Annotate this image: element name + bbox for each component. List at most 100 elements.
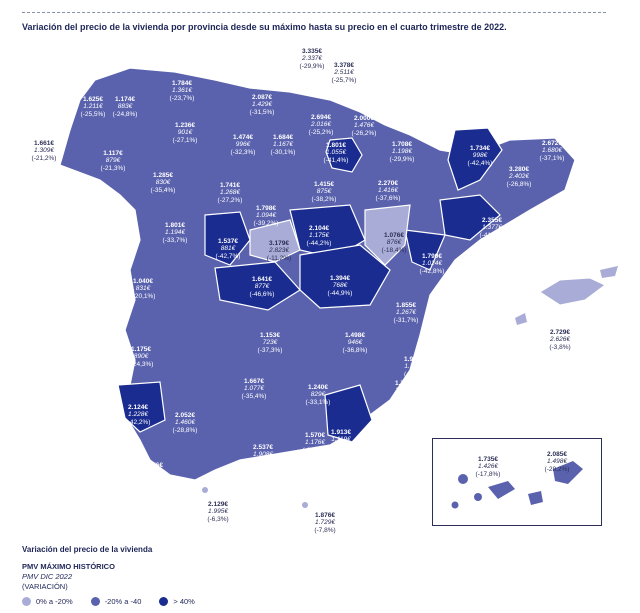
dec-price: 2.337€ [302,55,322,63]
province-label: 2.270€ 1.416€ (-37,6%) [376,180,401,202]
province-label: 1.641€ 877€ (-46,6%) [250,276,275,298]
max-price: 3.179€ [269,240,289,247]
variation: (-20,1%) [130,292,156,300]
ceuta [202,487,208,493]
variation: (-26,8%) [506,180,532,188]
variation: (-37,3%) [257,346,283,354]
province-label: 2.694€ 2.016€ (-25,2%) [309,114,334,136]
province-label: 3.378€ 2.511€ (-25,7%) [332,62,357,84]
max-price: 2.104€ [309,225,329,232]
dec-price: 2.823€ [269,247,289,255]
province-label: 2.124€ 1.228€ (-42,2%) [126,404,151,426]
dec-price: 1.476€ [354,122,374,130]
legend: 0% a -20% -20% a -40 > 40% [22,597,195,606]
province-label: 2.076€ 1.477€ (-28,9%) [141,462,166,484]
dec-price: 1.477€ [143,469,163,477]
variation: (-33,… [404,370,424,378]
canary-gran-canaria [528,491,543,505]
canary-el-hierro [451,501,459,509]
variation: (-21,3%) [100,164,126,172]
variation: (-35,4%) [241,392,267,400]
province-label: 3.335€ 2.337€ (-29,9%) [300,48,325,70]
variation: (-23,7%) [169,94,195,102]
province-label: 2.129€ 1.995€ (-6,3%) [207,501,228,523]
variation: (-41,4%) [323,156,349,164]
dec-price: 1.267€ [396,309,416,317]
province-label: 1.474€ 996€ (-32,3%) [231,134,256,156]
canary-islands-map [451,461,583,509]
max-price: 1.498€ [345,332,365,339]
dec-price: 1.309€ [34,147,54,155]
province-label: 1.790€ 1.024€ (-42,8%) [420,253,445,275]
variation: (-36,8%) [342,346,368,354]
province-huelva [117,381,166,433]
max-price: 2.129€ [208,501,228,508]
max-price: 1.153€ [260,332,280,339]
variation: (-28,8%) [172,426,198,434]
province-label: 1.394€ 768€ (-44,9%) [328,275,353,297]
max-price: 1.394€ [330,275,350,282]
province-label: 1.285€ 830€ (-35,4%) [151,172,176,194]
variation: (-46,6%) [249,290,275,298]
province-toledo [214,261,301,311]
dec-price: 1.119€ [331,436,351,444]
max-price: 2.729€ [550,329,570,336]
max-price: 2.085€ [547,451,567,458]
variation: (-33,7%) [162,236,188,244]
dec-price: 876€ [386,239,402,247]
dec-price: 1.268€ [220,189,240,197]
province-madrid [249,219,301,263]
variation: (-24,3%) [128,360,154,368]
dec-price: 879€ [105,157,121,165]
province-avila [204,211,251,266]
dec-price: 1.680€ [542,147,562,155]
balearic-islands [539,277,606,306]
dec-price: 1.077€ [244,385,264,393]
melilla [302,502,308,508]
province-label: 1.667€ 1.077€ (-35,4%) [242,378,267,400]
ibiza [515,313,527,325]
dec-price: 946€ [347,339,363,347]
max-price: 1.977€ [404,356,424,363]
dec-price: 768€ [332,282,348,290]
max-price: 1.415€ [314,181,334,188]
canary-la-palma [458,474,468,484]
canary-east [553,461,583,484]
dec-price: 723€ [262,339,278,347]
province-label: 1.415€ 875€ (-38,2%) [312,181,337,203]
max-price: 1.667€ [244,378,264,385]
variation: (-44,2%) [306,239,332,247]
max-price: 2.270€ [378,180,398,187]
province-label: 2.085€ 1.498€ (-28,2%) [545,451,570,473]
max-price: 1.913€ [331,429,351,436]
canary-islands-inset [432,438,602,526]
max-price: 1.855€ [396,302,416,309]
province-label: 1.661€ 1.309€ (-21,2%) [32,140,57,162]
dec-price: 1.094€ [256,212,276,220]
dec-price: 901€ [177,129,193,137]
variation: (-42,2%) [125,418,151,426]
max-price: 3.378€ [334,62,354,69]
dec-price: 2.016€ [311,121,331,129]
max-price: 2.694€ [311,114,331,121]
variation: (-25,5%) [80,110,106,118]
max-price: 1.784€ [172,80,192,87]
variation: (-25,0%) [302,446,328,454]
variation: (-32,3%) [230,148,256,156]
province-teruel [364,204,411,266]
province-label: 1.741€ 1.268€ (-27,2%) [218,182,243,204]
legend-label: 0% a -20% [36,597,73,606]
max-price: 1.570€ [305,432,325,439]
province-lleida [447,127,503,191]
canary-tenerife [488,481,515,499]
variation: (-37,6%) [375,194,401,202]
variation: (-41,5%) [328,443,354,451]
variation: (-25,2%) [308,128,334,136]
variation: (-3,8%) [549,343,571,351]
variation: (-31,7%) [393,316,419,324]
max-price: 1.537€ [218,238,238,245]
menorca [600,266,618,278]
variation: (-24,8%) [112,110,138,118]
variation: (-42,7%) [215,252,241,260]
variation: (-29,9%) [389,155,415,163]
